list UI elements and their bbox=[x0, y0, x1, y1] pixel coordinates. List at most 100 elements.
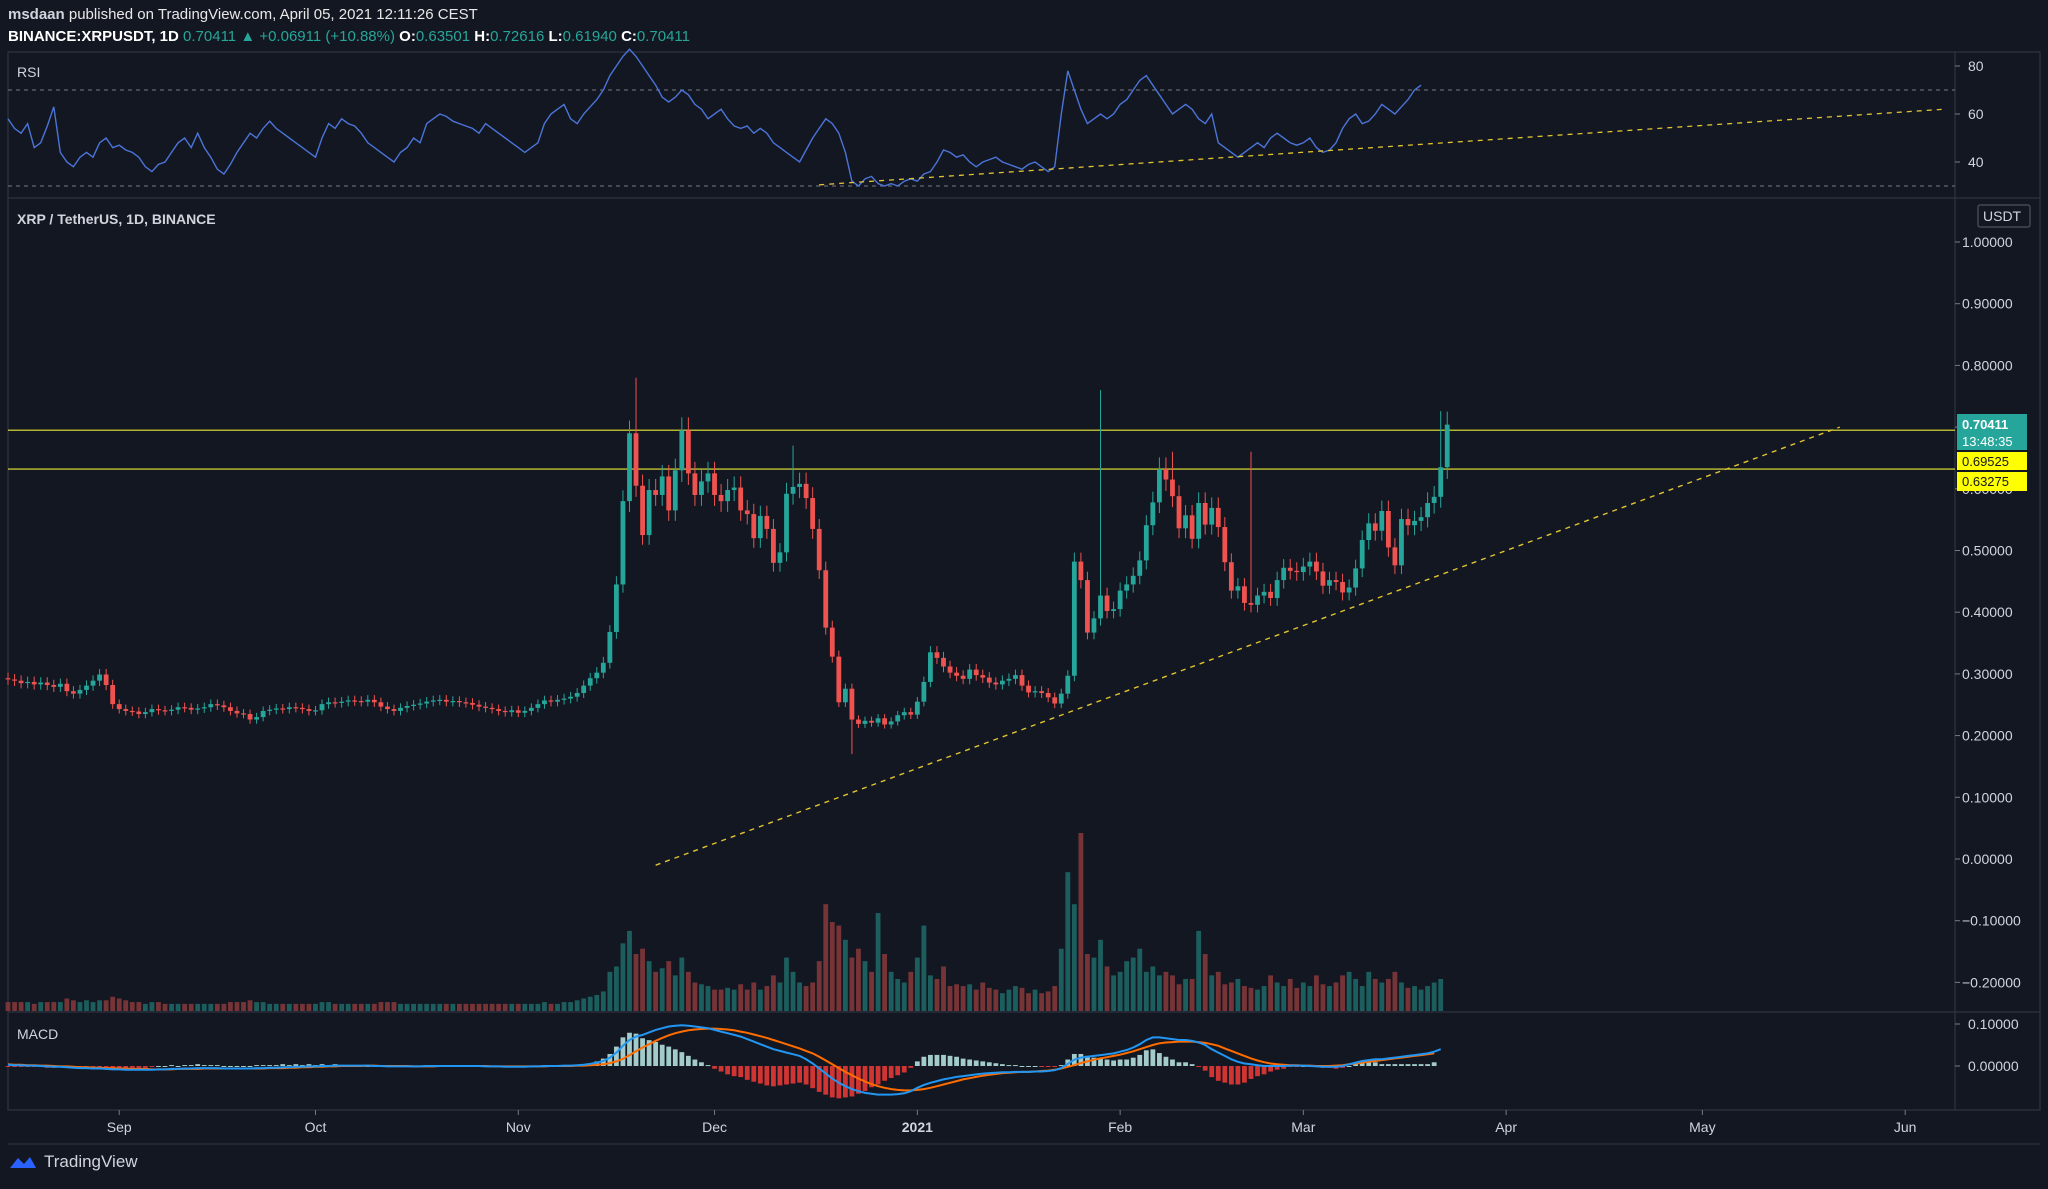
volume-bar bbox=[1045, 991, 1051, 1011]
macd-histogram-bar bbox=[214, 1065, 220, 1067]
volume-bar bbox=[110, 996, 116, 1011]
volume-bar bbox=[614, 966, 619, 1011]
macd-histogram-bar bbox=[1359, 1062, 1365, 1066]
candle-body bbox=[1071, 561, 1077, 676]
price-tick-label: 0.50000 bbox=[1962, 543, 2013, 559]
volume-bar bbox=[1353, 978, 1359, 1011]
macd-histogram-bar bbox=[1176, 1062, 1182, 1066]
volume-bar bbox=[954, 984, 959, 1011]
candle-body bbox=[463, 702, 469, 704]
volume-bar bbox=[123, 1000, 129, 1011]
macd-histogram-bar bbox=[679, 1052, 685, 1066]
volume-bar bbox=[1137, 948, 1143, 1011]
macd-histogram-bar bbox=[1215, 1066, 1221, 1081]
volume-bar bbox=[339, 1003, 345, 1011]
macd-histogram-bar bbox=[777, 1066, 783, 1086]
volume-bar bbox=[443, 1003, 449, 1011]
macd-histogram-bar bbox=[627, 1032, 632, 1066]
candle-body bbox=[1268, 591, 1274, 599]
last-price-tag-value: 0.70411 bbox=[1962, 417, 2008, 432]
level-price-tag-value: 0.63275 bbox=[1962, 474, 2009, 489]
candle-body bbox=[1235, 586, 1241, 591]
volume-bar bbox=[1281, 986, 1287, 1011]
volume-bar bbox=[1268, 975, 1274, 1011]
candle-body bbox=[862, 720, 868, 724]
candle-body bbox=[1261, 591, 1267, 596]
volume-bar bbox=[1209, 975, 1215, 1011]
volume-bar bbox=[1294, 987, 1300, 1011]
candle-body bbox=[1006, 678, 1012, 681]
volume-bar bbox=[103, 1000, 109, 1011]
candle-body bbox=[1438, 467, 1444, 497]
volume-bar bbox=[1320, 984, 1326, 1011]
chart-header: msdaan published on TradingView.com, Apr… bbox=[8, 4, 690, 48]
candle-body bbox=[941, 657, 946, 667]
candle-body bbox=[1104, 595, 1110, 611]
volume-bar bbox=[1085, 954, 1090, 1011]
candle-body bbox=[1143, 525, 1149, 561]
macd-histogram-bar bbox=[928, 1054, 933, 1066]
volume-bar bbox=[744, 989, 750, 1011]
candle-body bbox=[1078, 561, 1084, 581]
macd-histogram-bar bbox=[712, 1066, 717, 1069]
symbol-label[interactable]: BINANCE:XRPUSDT, 1D bbox=[8, 28, 179, 45]
volume-bar bbox=[515, 1003, 521, 1011]
candle-body bbox=[672, 470, 678, 511]
volume-bar bbox=[1385, 978, 1391, 1011]
volume-bar bbox=[1071, 904, 1077, 1011]
candle-body bbox=[659, 476, 665, 495]
candle-body bbox=[378, 702, 384, 707]
volume-bar bbox=[1065, 872, 1071, 1011]
volume-bar bbox=[156, 1002, 161, 1011]
macd-histogram-bar bbox=[1366, 1062, 1372, 1066]
candle-body bbox=[25, 681, 31, 684]
price-tick-label: 0.40000 bbox=[1962, 604, 2013, 620]
brand-name: TradingView bbox=[44, 1152, 138, 1171]
volume-bar bbox=[653, 971, 659, 1011]
candle-body bbox=[208, 704, 214, 708]
volume-bar bbox=[967, 984, 973, 1011]
candle-body bbox=[1222, 527, 1228, 563]
volume-bar bbox=[757, 989, 763, 1011]
candle-body bbox=[1202, 502, 1208, 525]
volume-bar bbox=[456, 1003, 462, 1011]
candle-body bbox=[1333, 580, 1339, 582]
price-tick-label: 0.80000 bbox=[1962, 357, 2013, 373]
macd-histogram-bar bbox=[228, 1066, 233, 1067]
volume-bar bbox=[849, 957, 855, 1011]
candle-body bbox=[810, 498, 816, 529]
macd-histogram-bar bbox=[1379, 1064, 1385, 1066]
candle-body bbox=[725, 490, 731, 502]
candle-body bbox=[339, 701, 345, 703]
tradingview-brand[interactable]: TradingView bbox=[8, 1152, 138, 1172]
volume-bar bbox=[182, 1003, 188, 1011]
candle-body bbox=[1307, 561, 1313, 567]
macd-histogram-bar bbox=[986, 1062, 992, 1066]
volume-bar bbox=[273, 1003, 279, 1011]
rsi-trendline bbox=[819, 108, 1945, 186]
volume-bar bbox=[574, 1000, 580, 1011]
candle-body bbox=[273, 708, 279, 710]
candle-body bbox=[1385, 511, 1391, 548]
volume-bar bbox=[895, 978, 901, 1011]
volume-bar bbox=[627, 930, 632, 1011]
macd-histogram-bar bbox=[1163, 1056, 1169, 1066]
volume-bar bbox=[823, 904, 829, 1011]
candle-body bbox=[829, 627, 835, 657]
candle-body bbox=[587, 678, 593, 686]
author-name[interactable]: msdaan bbox=[8, 6, 65, 23]
macd-histogram-bar bbox=[175, 1066, 181, 1067]
volume-bar bbox=[646, 961, 652, 1011]
volume-bar bbox=[1340, 975, 1345, 1011]
candle-body bbox=[908, 712, 914, 715]
candle-body bbox=[241, 713, 246, 715]
candle-body bbox=[1274, 580, 1280, 599]
volume-bar bbox=[280, 1003, 286, 1011]
volume-bar bbox=[816, 961, 822, 1011]
volume-bar bbox=[84, 1000, 89, 1011]
price-tick-label: 1.00000 bbox=[1962, 234, 2013, 250]
candle-body bbox=[1085, 580, 1090, 633]
candle-body bbox=[1228, 562, 1234, 591]
volume-bar bbox=[57, 1002, 63, 1011]
